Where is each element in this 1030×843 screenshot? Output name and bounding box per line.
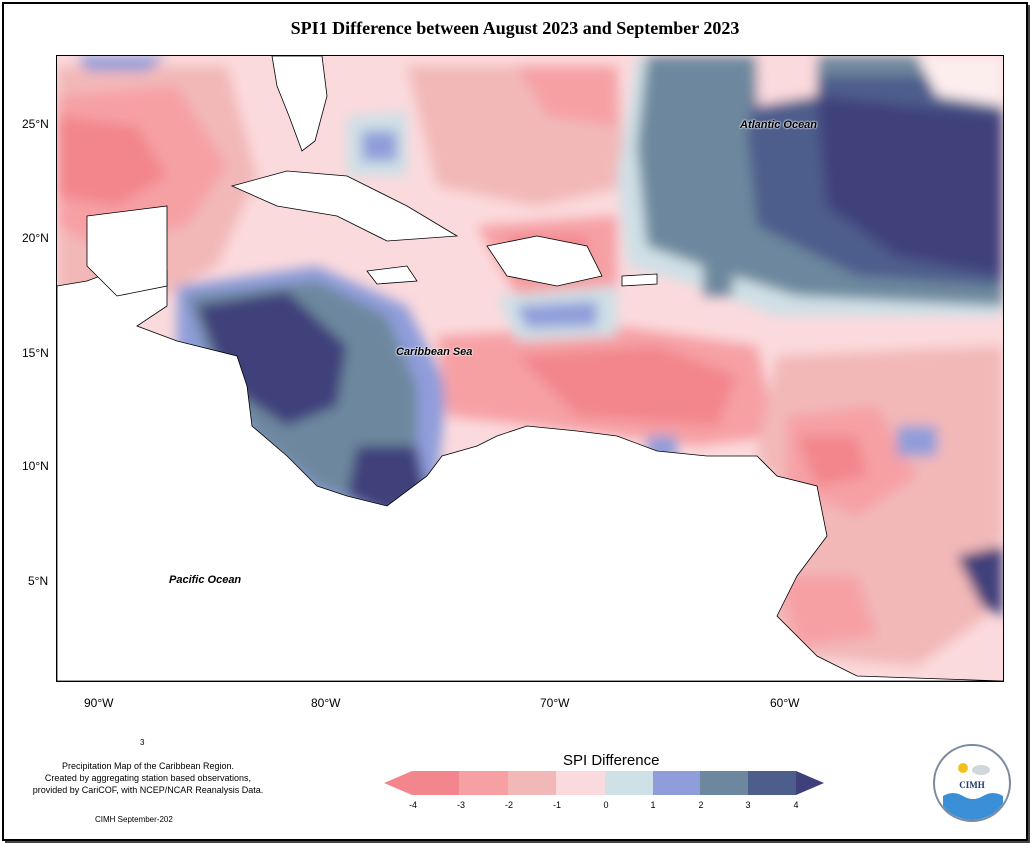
legend-swatch-0-1: [605, 771, 653, 795]
legend-swatch--4--3: [412, 771, 459, 795]
spi-map: [57, 56, 1003, 681]
credits-line-1: Precipitation Map of the Caribbean Regio…: [61, 761, 235, 771]
lat-tick-25n: 25°N: [22, 117, 49, 131]
lon-tick-70w: 70°W: [540, 696, 570, 710]
lon-tick-80w: 80°W: [311, 696, 341, 710]
sun-icon: [958, 763, 968, 773]
credits-text: Precipitation Map of the Caribbean Regio…: [8, 760, 288, 796]
legend-tick: 0: [603, 800, 609, 810]
legend-tick: 3: [745, 800, 751, 810]
legend-tick: -3: [456, 800, 466, 810]
small-mark: 3: [140, 738, 145, 747]
legend-title: SPI Difference: [563, 752, 660, 769]
legend-swatch-3-4: [748, 771, 796, 795]
lat-tick-5n: 5°N: [28, 574, 49, 588]
wave-icon: [943, 793, 1003, 820]
footer-note: CIMH September-202: [95, 815, 173, 824]
lat-tick-20n: 20°N: [22, 231, 49, 245]
legend-tick: 1: [650, 800, 656, 810]
legend-colorbar: [384, 771, 824, 795]
atlantic-ocean-label: Atlantic Ocean: [740, 119, 818, 131]
caribbean-sea-label: Caribbean Sea: [396, 346, 473, 358]
legend-swatch--1-0: [556, 771, 605, 795]
legend-swatch-lt-4: [384, 771, 412, 795]
cimh-logo: CIMH: [933, 744, 1011, 822]
lat-tick-15n: 15°N: [22, 346, 49, 360]
pacific-ocean-label: Pacific Ocean: [169, 574, 242, 586]
legend-tick: -4: [408, 800, 418, 810]
map-title: SPI1 Difference between August 2023 and …: [290, 18, 740, 38]
legend-swatch--2--1: [508, 771, 556, 795]
logo-text: CIMH: [959, 780, 985, 790]
lon-tick-60w: 60°W: [770, 696, 800, 710]
legend-tick: -1: [552, 800, 562, 810]
legend-tick: 4: [793, 800, 799, 810]
legend-tick: -2: [504, 800, 514, 810]
legend-swatch-1-2: [653, 771, 700, 795]
legend-tick: 2: [698, 800, 704, 810]
legend-swatch--3--2: [459, 771, 508, 795]
legend-swatch-2-3: [700, 771, 748, 795]
lon-tick-90w: 90°W: [84, 696, 114, 710]
cloud-icon: [972, 765, 990, 775]
legend-swatch-gt-4: [796, 771, 824, 795]
lat-tick-10n: 10°N: [22, 459, 49, 473]
land-masses: [57, 56, 1003, 681]
credits-line-3: provided by CariCOF, with NCEP/NCAR Rean…: [32, 785, 264, 795]
credits-line-2: Created by aggregating station based obs…: [44, 773, 252, 783]
logo-graphic: [943, 763, 1003, 820]
map-panel[interactable]: [56, 55, 1004, 682]
